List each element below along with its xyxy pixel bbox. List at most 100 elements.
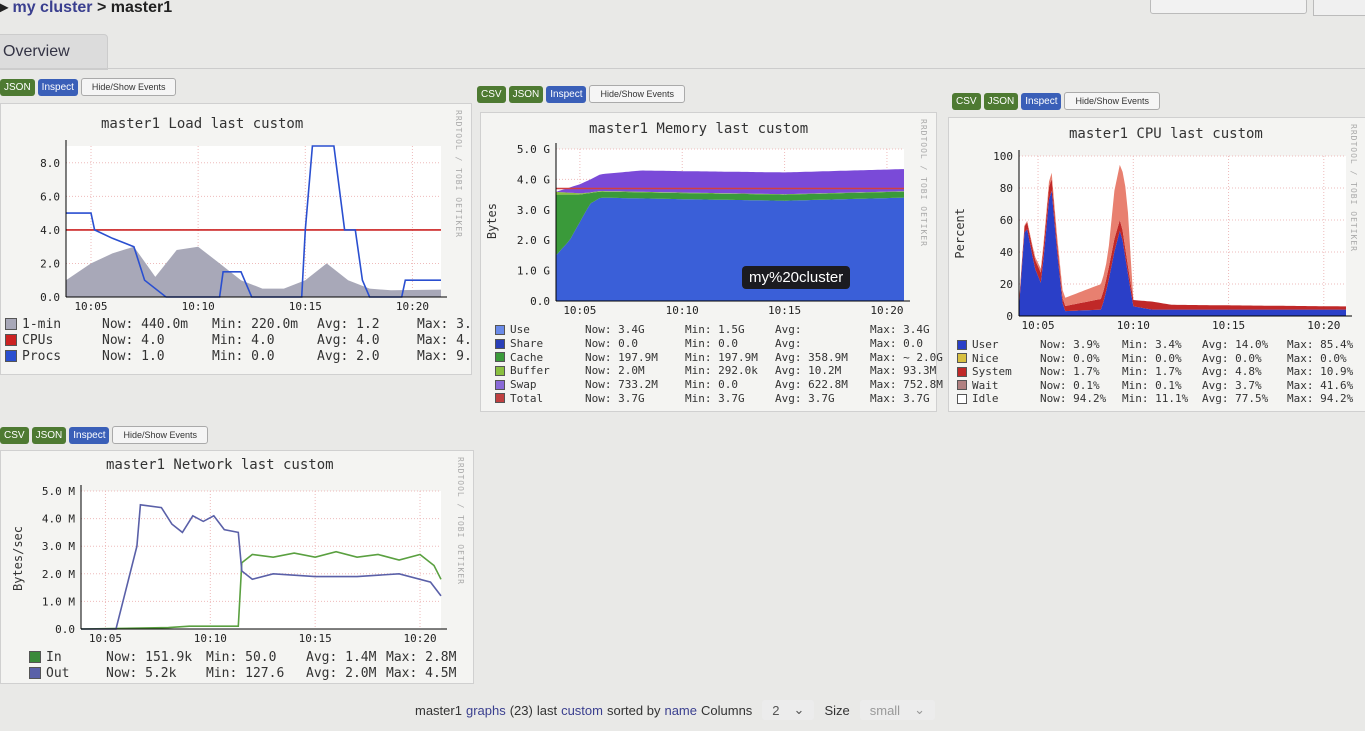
- rrdtool-credit: RRDTOOL / TOBI OETIKER: [1349, 124, 1358, 252]
- x-tick-label: 10:10: [1117, 319, 1150, 332]
- legend-max-value: 85.4%: [1320, 338, 1354, 352]
- hide-show-events-button[interactable]: Hide/Show Events: [112, 426, 209, 444]
- legend-now: Now: 1.7%: [1040, 365, 1100, 379]
- inspect-button[interactable]: Inspect: [546, 85, 587, 103]
- legend-max-value: 3.: [456, 316, 472, 332]
- legend-row: In Now: 151.9k Min: 50.0 Avg: 1.4M Max: 2.8M: [29, 649, 456, 665]
- y-tick-label: 0.0: [55, 623, 75, 636]
- search-input[interactable]: [1150, 0, 1307, 14]
- graph-title: master1 Memory last custom: [589, 121, 809, 137]
- json-button[interactable]: JSON: [0, 78, 35, 96]
- x-tick-label: 10:10: [666, 304, 699, 317]
- breadcrumb-separator: >: [92, 0, 111, 16]
- x-tick-label: 10:15: [299, 632, 332, 645]
- legend-now: Now: 3.4G: [585, 323, 645, 337]
- legend-row: Use Now: 3.4G Min: 1.5G Avg: Max: 3.4G: [495, 323, 930, 337]
- tab-overview[interactable]: Overview: [0, 34, 108, 70]
- y-tick-label: 4.0: [40, 224, 60, 237]
- legend-max-value: 0.0%: [1320, 351, 1347, 365]
- legend-now-value: 0.1%: [1073, 378, 1100, 392]
- cpu-legend: User Now: 3.9% Min: 3.4% Avg: 14.0% Max: 85.…: [957, 338, 1353, 406]
- legend-name: CPUs: [22, 332, 54, 348]
- legend-max: Max: 94.2%: [1287, 392, 1354, 406]
- legend-avg-value: 2.0M: [345, 665, 377, 681]
- footer-graphs-link[interactable]: graphs: [465, 702, 506, 718]
- legend-avg: Avg: 2.0M: [306, 665, 377, 681]
- legend-swatch: [957, 380, 967, 391]
- mem-toolbar: CSV JSON Inspect Hide/Show Events: [477, 85, 686, 103]
- legend-row: Cache Now: 197.9M Min: 197.9M Avg: 358.9M Ma…: [495, 350, 943, 364]
- legend-now: Now: 5.2k: [106, 665, 177, 681]
- csv-button[interactable]: CSV: [952, 92, 981, 110]
- legend-min-value: 0.0: [718, 378, 738, 392]
- series-user: [1019, 190, 1346, 316]
- series-buffer: [556, 191, 904, 195]
- legend-swatch: [495, 365, 505, 376]
- inspect-button[interactable]: Inspect: [69, 426, 110, 444]
- legend-avg-value: 3.7%: [1235, 378, 1262, 392]
- legend-avg: Avg: 622.8M: [775, 378, 848, 392]
- legend-swatch: [495, 338, 505, 349]
- top-right-button[interactable]: [1313, 0, 1365, 16]
- legend-row: Out Now: 5.2k Min: 127.6 Avg: 2.0M Max: 4.5M: [29, 665, 456, 681]
- legend-min: Min: 1.5G: [685, 323, 745, 337]
- legend-swatch: [957, 393, 967, 404]
- graph-footer: master1 graphs (23) last custom sorted b…: [415, 700, 941, 720]
- load-toolbar: JSON Inspect Hide/Show Events: [0, 78, 177, 96]
- cpu-graph[interactable]: master1 CPU last custom RRDTOOL / TOBI OE…: [948, 117, 1365, 412]
- inspect-button[interactable]: Inspect: [1021, 92, 1062, 110]
- legend-avg: Avg: 358.9M: [775, 350, 848, 364]
- csv-button[interactable]: CSV: [477, 85, 506, 103]
- legend-now: Now: 197.9M: [585, 350, 658, 364]
- legend-max-value: 752.8M: [903, 378, 943, 392]
- legend-swatch: [957, 339, 967, 350]
- breadcrumb: ▸ my cluster > master1: [0, 0, 173, 16]
- legend-min-value: 220.0m: [251, 316, 299, 332]
- legend-min-value: 1.5G: [718, 323, 745, 337]
- x-tick-label: 10:05: [563, 304, 596, 317]
- legend-max-value: 10.9%: [1320, 365, 1354, 379]
- graph-title: master1 CPU last custom: [1069, 126, 1263, 142]
- y-tick-label: 60: [1000, 214, 1013, 227]
- json-button[interactable]: JSON: [983, 92, 1019, 110]
- legend-row: 1-min Now: 440.0m Min: 220.0m Avg: 1.2 Max: …: [5, 316, 472, 332]
- size-label: Size: [824, 702, 850, 718]
- columns-select[interactable]: 2 ⌄: [762, 700, 815, 720]
- size-select[interactable]: small ⌄: [859, 700, 935, 720]
- tooltip: my%20cluster: [742, 266, 851, 289]
- hide-show-events-button[interactable]: Hide/Show Events: [80, 78, 177, 96]
- legend-min: Min: 292.0k: [685, 364, 758, 378]
- legend-name: System: [972, 365, 1012, 379]
- net-graph[interactable]: master1 Network last custom RRDTOOL / TOB…: [0, 450, 474, 684]
- legend-min: Min: 3.7G: [685, 391, 745, 405]
- legend-now: Now: 151.9k: [106, 649, 193, 665]
- legend-row: User Now: 3.9% Min: 3.4% Avg: 14.0% Max: 85.…: [957, 338, 1353, 352]
- legend-avg: Avg:: [775, 323, 809, 337]
- legend-avg: Avg: 14.0%: [1202, 338, 1269, 352]
- legend-name: Use: [510, 323, 530, 337]
- legend-row: Idle Now: 94.2% Min: 11.1% Avg: 77.5% Max: 9…: [957, 392, 1353, 406]
- footer-sort[interactable]: name: [664, 702, 697, 718]
- legend-min-value: 197.9M: [718, 350, 758, 364]
- legend-min: Min: 0.0%: [1122, 351, 1182, 365]
- load-graph[interactable]: master1 Load last custom RRDTOOL / TOBI O…: [0, 103, 472, 375]
- legend-row: Total Now: 3.7G Min: 3.7G Avg: 3.7G Max: 3.7…: [495, 391, 930, 405]
- hide-show-events-button[interactable]: Hide/Show Events: [589, 85, 686, 103]
- json-button[interactable]: JSON: [508, 85, 544, 103]
- legend-max: Max: 3.7G: [870, 391, 930, 405]
- breadcrumb-cluster[interactable]: my cluster: [12, 0, 93, 16]
- legend-now: Now: 0.1%: [1040, 378, 1100, 392]
- legend-min-value: 1.7%: [1155, 365, 1182, 379]
- footer-range[interactable]: custom: [561, 702, 603, 718]
- mem-graph[interactable]: master1 Memory last custom RRDTOOL / TOBI…: [480, 112, 943, 412]
- legend-max: Max: 9.: [417, 348, 472, 364]
- inspect-button[interactable]: Inspect: [37, 78, 78, 96]
- columns-value: 2: [772, 702, 780, 718]
- legend-now: Now: 4.0: [102, 332, 165, 348]
- csv-button[interactable]: CSV: [0, 426, 29, 444]
- size-value: small: [869, 702, 901, 718]
- json-button[interactable]: JSON: [31, 426, 67, 444]
- legend-name: Cache: [510, 350, 544, 364]
- legend-min: Min: 50.0: [206, 649, 277, 665]
- hide-show-events-button[interactable]: Hide/Show Events: [1064, 92, 1161, 110]
